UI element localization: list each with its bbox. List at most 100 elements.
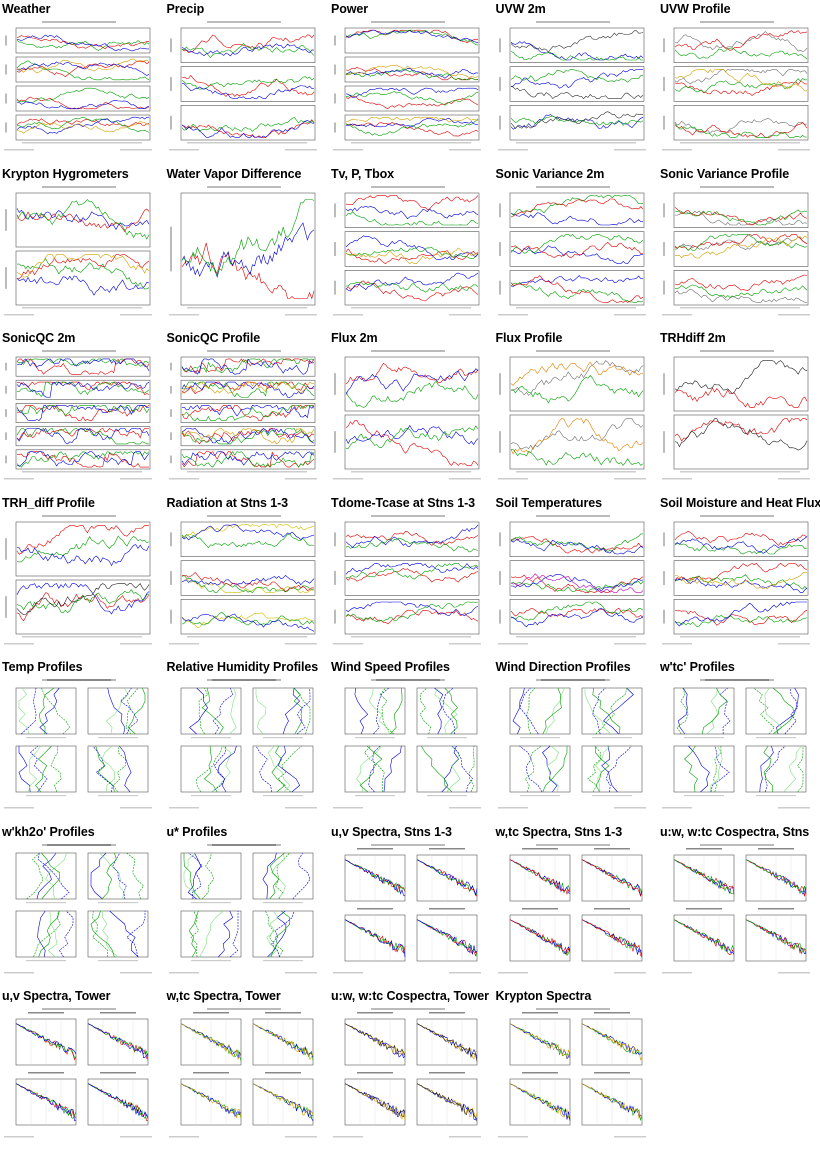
plot-title-link[interactable]: Soil Temperatures xyxy=(495,495,603,510)
plot-thumbnail[interactable] xyxy=(660,182,814,319)
plot-title-link[interactable]: w'kh2o' Profiles xyxy=(2,824,95,839)
plot-thumbnail[interactable] xyxy=(495,511,650,648)
plot-title-link[interactable]: Flux Profile xyxy=(495,331,563,345)
plot-thumbnail[interactable] xyxy=(660,347,814,483)
plot-cell: w,tc Spectra, Tower xyxy=(165,989,325,1147)
plot-cell: Flux Profile xyxy=(494,331,654,489)
plot-thumbnail[interactable] xyxy=(495,1005,650,1141)
plot-cell: Soil Temperatures xyxy=(494,496,654,654)
plot-title-link[interactable]: Water Vapor Difference xyxy=(166,166,302,181)
plot-cell: Radiation at Stns 1-3 xyxy=(165,496,325,654)
plot-cell: Flux 2m xyxy=(329,331,489,489)
plot-title-link[interactable]: Wind Direction Profiles xyxy=(495,660,631,674)
plot-cell: w,tc Spectra, Stns 1-3 xyxy=(494,825,654,983)
plot-thumbnail[interactable] xyxy=(331,347,485,483)
plot-title-link[interactable]: Radiation at Stns 1-3 xyxy=(166,495,289,510)
plot-thumbnail[interactable] xyxy=(2,676,156,812)
plot-thumbnail[interactable] xyxy=(166,1005,321,1141)
plot-title-link[interactable]: Temp Profiles xyxy=(2,660,83,674)
plot-cell: u* Profiles xyxy=(165,825,325,983)
plot-cell: Wind Direction Profiles xyxy=(494,660,654,818)
plot-title-link[interactable]: TRHdiff 2m xyxy=(660,331,726,345)
plot-title-link[interactable]: w,tc Spectra, Stns 1-3 xyxy=(495,824,623,839)
plot-thumbnail[interactable] xyxy=(166,18,321,154)
plot-title-link[interactable]: Precip xyxy=(166,2,205,16)
plot-title-link[interactable]: SonicQC Profile xyxy=(166,331,261,345)
plot-cell: Relative Humidity Profiles xyxy=(165,660,325,818)
plot-thumbnail[interactable] xyxy=(166,676,321,812)
plot-thumbnail[interactable] xyxy=(166,511,321,648)
plot-title-link[interactable]: UVW Profile xyxy=(660,2,731,16)
plot-thumbnail[interactable] xyxy=(495,676,650,812)
plot-title-link[interactable]: Flux 2m xyxy=(331,331,378,345)
plot-title-link[interactable]: Tdome-Tcase at Stns 1-3 xyxy=(331,495,476,510)
plot-cell: Weather xyxy=(0,2,160,160)
plot-title-link[interactable]: u:w, w:tc Cospectra, Stns xyxy=(660,824,810,839)
plot-title-link[interactable]: Weather xyxy=(2,2,51,16)
plot-thumbnail[interactable] xyxy=(2,182,156,319)
plot-cell: u,v Spectra, Stns 1-3 xyxy=(329,825,489,983)
plot-title-link[interactable]: Sonic Variance Profile xyxy=(660,166,790,181)
plot-title-link[interactable]: Krypton Hygrometers xyxy=(2,166,129,181)
plot-cell: Soil Moisture and Heat Flux xyxy=(658,495,820,654)
plot-thumbnail[interactable] xyxy=(331,840,485,977)
plot-cell: w'kh2o' Profiles xyxy=(0,825,160,983)
plot-title-link[interactable]: SonicQC 2m xyxy=(2,331,76,345)
plot-cell: Sonic Variance 2m xyxy=(494,167,654,325)
plot-thumbnail[interactable] xyxy=(2,840,156,977)
plot-title-link[interactable]: u* Profiles xyxy=(166,824,228,839)
plot-thumbnail[interactable] xyxy=(495,840,650,977)
plot-cell: u:w, w:tc Cospectra, Tower xyxy=(329,989,489,1147)
plot-thumbnail[interactable] xyxy=(166,182,321,319)
plot-title-link[interactable]: Tv, P, Tbox xyxy=(331,166,395,181)
plot-thumbnail[interactable] xyxy=(2,347,156,483)
plot-thumbnail[interactable] xyxy=(660,840,814,977)
plot-thumbnail[interactable] xyxy=(2,511,156,648)
plot-thumbnail[interactable] xyxy=(331,676,485,812)
plot-title-link[interactable]: UVW 2m xyxy=(495,2,546,16)
plot-cell: Krypton Hygrometers xyxy=(0,167,160,325)
plot-thumbnail[interactable] xyxy=(2,1005,156,1141)
plot-cell: u:w, w:tc Cospectra, Stns xyxy=(658,825,818,983)
plot-thumbnail[interactable] xyxy=(660,18,814,154)
plot-cell: UVW Profile xyxy=(658,2,818,160)
plot-title-link[interactable]: w'tc' Profiles xyxy=(660,660,735,674)
plot-cell: Temp Profiles xyxy=(0,660,160,818)
plot-cell: TRH_diff Profile xyxy=(0,496,160,654)
plot-title-link[interactable]: u,v Spectra, Tower xyxy=(2,989,111,1003)
plot-title-link[interactable]: Krypton Spectra xyxy=(495,989,592,1003)
plot-cell: TRHdiff 2m xyxy=(658,331,818,489)
plot-cell: Power xyxy=(329,2,489,160)
plot-title-link[interactable]: u,v Spectra, Stns 1-3 xyxy=(331,824,452,839)
plot-title-link[interactable]: Power xyxy=(331,2,369,16)
plot-title-link[interactable]: Wind Speed Profiles xyxy=(331,660,450,674)
plot-title-link[interactable]: Sonic Variance 2m xyxy=(495,166,605,181)
plot-cell: SonicQC 2m xyxy=(0,331,160,489)
plot-title-link[interactable]: Relative Humidity Profiles xyxy=(166,660,319,674)
plot-cell: SonicQC Profile xyxy=(165,331,325,489)
plot-thumbnail[interactable] xyxy=(495,182,650,319)
plot-cell: u,v Spectra, Tower xyxy=(0,989,160,1147)
plot-thumbnail[interactable] xyxy=(331,1005,485,1141)
plot-thumbnail[interactable] xyxy=(166,347,321,483)
plot-title-link[interactable]: TRH_diff Profile xyxy=(2,495,95,510)
plot-title-link[interactable]: u:w, w:tc Cospectra, Tower xyxy=(331,989,489,1003)
plot-cell: Tv, P, Tbox xyxy=(329,167,489,325)
plot-cell: w'tc' Profiles xyxy=(658,660,818,818)
plot-title-link[interactable]: Soil Moisture and Heat Flux xyxy=(660,495,820,510)
plot-thumbnail[interactable] xyxy=(331,18,485,154)
plot-thumbnail[interactable] xyxy=(331,182,485,319)
plot-cell: Krypton Spectra xyxy=(494,989,654,1147)
plot-thumbnail[interactable] xyxy=(495,18,650,154)
plot-cell: Tdome-Tcase at Stns 1-3 xyxy=(329,496,489,654)
plot-thumbnail[interactable] xyxy=(166,840,321,977)
plot-cell: Precip xyxy=(165,2,325,160)
plot-thumbnail[interactable] xyxy=(2,18,156,154)
plot-cell: Wind Speed Profiles xyxy=(329,660,489,818)
plot-thumbnail[interactable] xyxy=(331,511,485,648)
plot-thumbnail[interactable] xyxy=(495,347,650,483)
plot-thumbnail[interactable] xyxy=(660,676,814,812)
plot-thumbnail[interactable] xyxy=(660,511,814,648)
plot-title-link[interactable]: w,tc Spectra, Tower xyxy=(166,989,281,1003)
plot-cell: Sonic Variance Profile xyxy=(658,167,818,325)
